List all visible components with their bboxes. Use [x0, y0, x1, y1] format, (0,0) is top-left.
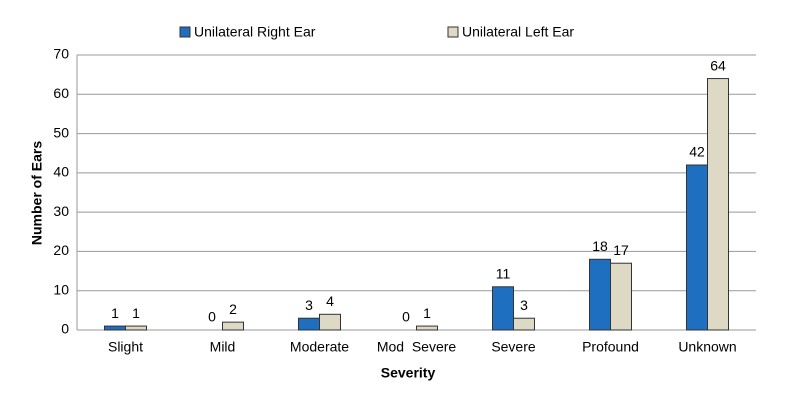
x-tick-label: Unknown: [678, 339, 736, 355]
y-tick-label: 30: [53, 203, 69, 219]
x-tick-label: Mod Severe: [377, 339, 457, 355]
bar: [589, 258, 611, 331]
y-tick-label: 70: [53, 46, 69, 62]
data-label: 3: [305, 297, 313, 313]
data-label: 0: [208, 309, 216, 325]
bar: [686, 164, 708, 331]
bar: [298, 317, 320, 331]
data-label: 0: [402, 309, 410, 325]
bar: [707, 78, 729, 331]
x-tick-label: Severe: [491, 339, 536, 355]
y-tick-label: 50: [53, 124, 69, 140]
data-label: 1: [132, 305, 140, 321]
legend-swatch: [447, 26, 459, 38]
y-tick-label: 20: [53, 242, 69, 258]
y-tick-label: 0: [61, 321, 69, 337]
y-tick-label: 10: [53, 281, 69, 297]
bar: [104, 325, 126, 331]
data-label: 18: [592, 238, 608, 254]
data-label: 11: [496, 265, 511, 281]
y-tick-label: 40: [53, 164, 69, 180]
data-label: 1: [423, 305, 431, 321]
bar: [513, 317, 535, 331]
legend-label: Unilateral Right Ear: [194, 24, 316, 40]
legend-label: Unilateral Left Ear: [462, 24, 574, 40]
legend-swatch: [179, 26, 191, 38]
data-label: 64: [710, 57, 726, 73]
x-tick-label: Moderate: [290, 339, 349, 355]
x-tick-label: Mild: [210, 339, 236, 355]
y-axis-title: Number of Ears: [29, 141, 45, 245]
bar: [319, 313, 341, 331]
x-tick-label: Profound: [582, 339, 639, 355]
y-tick-label: 60: [53, 85, 69, 101]
bar: [416, 325, 438, 331]
data-label: 3: [520, 297, 528, 313]
data-label: 17: [613, 242, 629, 258]
bar: [222, 321, 244, 331]
bar: [492, 286, 514, 331]
bar: [125, 325, 147, 331]
bar: [610, 262, 632, 331]
data-label: 42: [689, 144, 705, 160]
x-tick-label: Slight: [108, 339, 143, 355]
data-label: 1: [111, 305, 119, 321]
x-axis-title: Severity: [381, 365, 436, 381]
data-label: 2: [229, 301, 237, 317]
data-label: 4: [326, 293, 334, 309]
